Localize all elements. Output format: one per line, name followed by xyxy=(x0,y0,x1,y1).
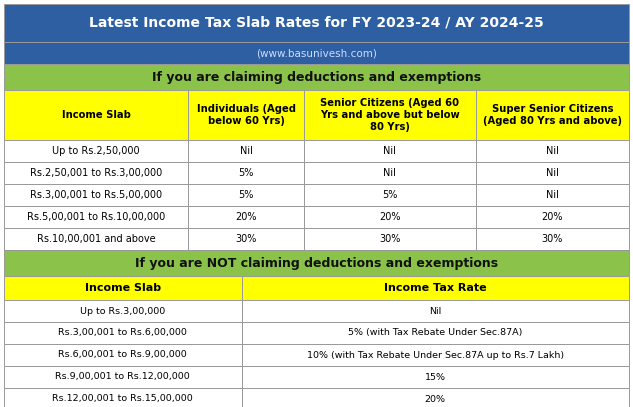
Text: Up to Rs.2,50,000: Up to Rs.2,50,000 xyxy=(53,146,140,156)
Text: Nil: Nil xyxy=(546,146,559,156)
Text: 20%: 20% xyxy=(425,394,446,403)
Bar xyxy=(304,206,476,228)
Bar xyxy=(304,90,476,140)
Bar xyxy=(476,184,629,206)
Text: Income Slab: Income Slab xyxy=(62,110,130,120)
Bar xyxy=(4,300,242,322)
Bar xyxy=(4,322,242,344)
Text: Rs.9,00,001 to Rs.12,00,000: Rs.9,00,001 to Rs.12,00,000 xyxy=(55,372,190,381)
Text: 20%: 20% xyxy=(379,212,401,222)
Text: 15%: 15% xyxy=(425,372,446,381)
Bar xyxy=(189,184,304,206)
Bar xyxy=(304,140,476,162)
Bar xyxy=(4,344,242,366)
Text: 5%: 5% xyxy=(382,190,398,200)
Text: 5%: 5% xyxy=(239,168,254,178)
Bar xyxy=(4,276,242,300)
Text: 5%: 5% xyxy=(239,190,254,200)
Text: 20%: 20% xyxy=(235,212,257,222)
Text: Rs.5,00,001 to Rs.10,00,000: Rs.5,00,001 to Rs.10,00,000 xyxy=(27,212,165,222)
Text: Rs.2,50,001 to Rs.3,00,000: Rs.2,50,001 to Rs.3,00,000 xyxy=(30,168,162,178)
Text: Nil: Nil xyxy=(429,306,441,315)
Text: 20%: 20% xyxy=(542,212,563,222)
Bar xyxy=(476,90,629,140)
Text: Individuals (Aged
below 60 Yrs): Individuals (Aged below 60 Yrs) xyxy=(197,104,296,126)
Bar xyxy=(242,322,629,344)
Text: Rs.3,00,001 to Rs.6,00,000: Rs.3,00,001 to Rs.6,00,000 xyxy=(58,328,187,337)
Text: Rs.12,00,001 to Rs.15,00,000: Rs.12,00,001 to Rs.15,00,000 xyxy=(53,394,193,403)
Text: If you are NOT claiming deductions and exemptions: If you are NOT claiming deductions and e… xyxy=(135,256,498,269)
Bar xyxy=(4,4,629,42)
Text: Income Tax Rate: Income Tax Rate xyxy=(384,283,487,293)
Bar xyxy=(242,344,629,366)
Text: Super Senior Citizens
(Aged 80 Yrs and above): Super Senior Citizens (Aged 80 Yrs and a… xyxy=(483,104,622,126)
Bar xyxy=(189,90,304,140)
Bar xyxy=(4,228,189,250)
Bar xyxy=(4,90,189,140)
Bar xyxy=(476,162,629,184)
Text: 30%: 30% xyxy=(379,234,401,244)
Bar xyxy=(4,162,189,184)
Text: Nil: Nil xyxy=(240,146,253,156)
Bar xyxy=(476,228,629,250)
Text: 30%: 30% xyxy=(235,234,257,244)
Bar xyxy=(4,206,189,228)
Bar xyxy=(304,228,476,250)
Text: Up to Rs.3,00,000: Up to Rs.3,00,000 xyxy=(80,306,165,315)
Bar xyxy=(4,388,242,407)
Text: 5% (with Tax Rebate Under Sec.87A): 5% (with Tax Rebate Under Sec.87A) xyxy=(348,328,522,337)
Bar xyxy=(189,206,304,228)
Text: Nil: Nil xyxy=(546,168,559,178)
Bar xyxy=(476,140,629,162)
Text: 10% (with Tax Rebate Under Sec.87A up to Rs.7 Lakh): 10% (with Tax Rebate Under Sec.87A up to… xyxy=(306,350,564,359)
Bar xyxy=(242,300,629,322)
Text: (www.basunivesh.com): (www.basunivesh.com) xyxy=(256,48,377,58)
Bar xyxy=(189,162,304,184)
Bar xyxy=(189,140,304,162)
Bar xyxy=(304,162,476,184)
Bar xyxy=(4,250,629,276)
Text: Rs.3,00,001 to Rs.5,00,000: Rs.3,00,001 to Rs.5,00,000 xyxy=(30,190,162,200)
Bar xyxy=(242,276,629,300)
Bar xyxy=(476,206,629,228)
Text: Senior Citizens (Aged 60
Yrs and above but below
80 Yrs): Senior Citizens (Aged 60 Yrs and above b… xyxy=(320,98,460,131)
Text: Rs.10,00,001 and above: Rs.10,00,001 and above xyxy=(37,234,156,244)
Bar xyxy=(304,184,476,206)
Bar xyxy=(242,366,629,388)
Text: 30%: 30% xyxy=(542,234,563,244)
Text: Rs.6,00,001 to Rs.9,00,000: Rs.6,00,001 to Rs.9,00,000 xyxy=(58,350,187,359)
Text: If you are claiming deductions and exemptions: If you are claiming deductions and exemp… xyxy=(152,70,481,83)
Bar xyxy=(4,64,629,90)
Text: Income Slab: Income Slab xyxy=(85,283,161,293)
Bar xyxy=(189,228,304,250)
Bar xyxy=(4,140,189,162)
Text: Latest Income Tax Slab Rates for FY 2023-24 / AY 2024-25: Latest Income Tax Slab Rates for FY 2023… xyxy=(89,16,544,30)
Text: Nil: Nil xyxy=(384,168,396,178)
Bar xyxy=(4,366,242,388)
Text: Nil: Nil xyxy=(546,190,559,200)
Bar xyxy=(242,388,629,407)
Text: Nil: Nil xyxy=(384,146,396,156)
Bar xyxy=(4,42,629,64)
Bar xyxy=(4,184,189,206)
